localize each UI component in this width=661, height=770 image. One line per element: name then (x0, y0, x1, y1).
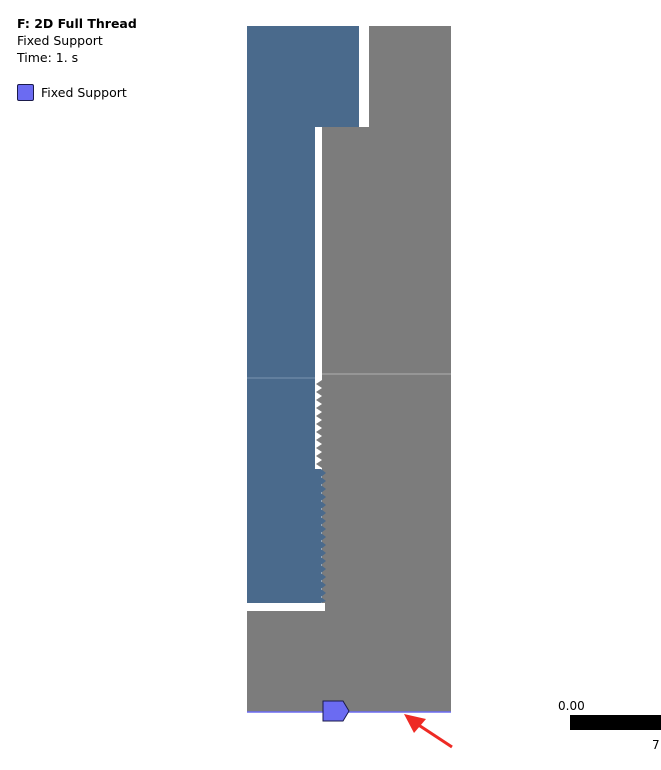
legend-time: Time: 1. s (17, 50, 79, 65)
scale-end-label: 7 (652, 738, 660, 752)
scale-bar (570, 715, 661, 730)
legend-title: F: 2D Full Thread (17, 16, 137, 31)
scale-start-label: 0.00 (558, 699, 585, 713)
red-arrow-icon (404, 714, 453, 749)
bolt-nut-gap (247, 603, 325, 611)
fixed-support-swatch-icon (17, 84, 34, 101)
legend-key-label: Fixed Support (41, 85, 127, 100)
fixed-support-icon[interactable] (322, 700, 350, 722)
legend-subtitle: Fixed Support (17, 33, 103, 48)
bolt-body (247, 26, 359, 603)
legend-key: Fixed Support (17, 84, 127, 101)
legend: F: 2D Full Thread Fixed Support Time: 1.… (17, 15, 137, 66)
nut-body (247, 26, 451, 712)
